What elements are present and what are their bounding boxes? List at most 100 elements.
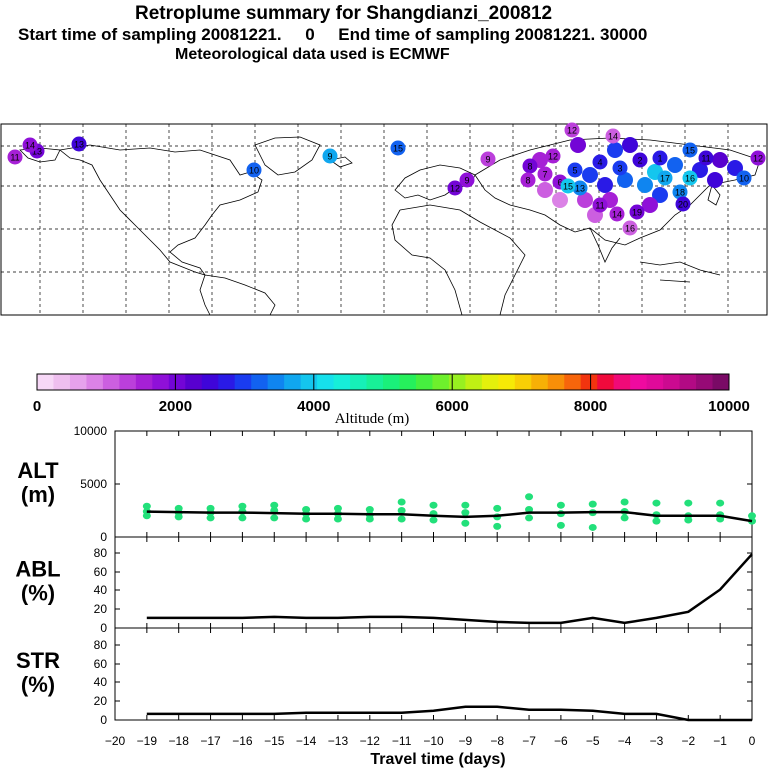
panel-frame — [114, 536, 753, 629]
retroplume-marker — [597, 177, 613, 193]
altitude-cluster-point — [429, 516, 438, 524]
colorbar-tick-label: 6000 — [436, 398, 469, 415]
x-tick-label: −5 — [586, 734, 600, 748]
retroplume-day-label: 1 — [657, 154, 662, 164]
panel-frame — [114, 627, 753, 721]
altitude-cluster-point — [588, 500, 597, 508]
retroplume-marker — [22, 137, 38, 153]
colorbar-swatch — [69, 374, 87, 390]
y-tick-label: 0 — [100, 530, 107, 544]
colorbar-swatch — [399, 374, 417, 390]
y-tick-label: 5000 — [80, 477, 107, 491]
retroplume-day-label: 20 — [678, 200, 688, 210]
retroplume-day-label: 13 — [575, 184, 585, 194]
x-tick-label: −16 — [232, 734, 253, 748]
y-tick-label: 0 — [100, 621, 107, 635]
retroplume-marker — [582, 167, 598, 183]
colorbar-swatch — [383, 374, 400, 390]
panel-ylabel: ALT — [17, 458, 59, 483]
retroplume-marker — [71, 136, 87, 152]
altitude-cluster-point — [684, 516, 693, 524]
colorbar-swatch — [366, 374, 384, 390]
panel-ylabel-unit: (m) — [21, 482, 55, 507]
retroplume-marker — [560, 178, 576, 194]
altitude-cluster-point — [142, 502, 151, 510]
y-tick-label: 40 — [94, 583, 108, 597]
panel-ylabel-unit: (%) — [21, 672, 55, 697]
colorbar-swatch — [564, 374, 582, 390]
series-line-str — [146, 705, 752, 722]
coastline-japan — [707, 184, 721, 206]
retroplume-day-label: 10 — [249, 166, 259, 176]
retroplume-day-label: 4 — [597, 158, 602, 168]
altitude-cluster-point — [556, 501, 565, 509]
retroplume-marker — [607, 142, 623, 158]
y-tick-label: 40 — [94, 675, 108, 689]
y-tick-label: 20 — [94, 602, 108, 616]
colorbar-swatch — [630, 374, 648, 390]
retroplume-day-label: 16 — [685, 174, 695, 184]
retroplume-marker — [520, 172, 536, 188]
x-tick-label: −11 — [392, 734, 412, 748]
x-tick-label: −6 — [554, 734, 568, 748]
coastline-india — [589, 227, 621, 263]
panel-ylabel: STR — [16, 648, 60, 673]
x-tick-label: −15 — [264, 734, 285, 748]
colorbar-tick-label: 10000 — [708, 398, 750, 415]
altitude-colorbar: 0 2000 4000 6000 8000 10000 Altitude (m) — [33, 373, 750, 427]
retroplume-marker — [605, 128, 621, 144]
retroplume-day-label: 12 — [567, 126, 577, 136]
retroplume-day-label: 15 — [685, 146, 695, 156]
coastline-north-america — [59, 144, 263, 276]
retroplume-day-label: 7 — [542, 170, 547, 180]
altitude-cluster-point — [652, 499, 661, 507]
y-tick-label: 0 — [100, 713, 107, 727]
retroplume-day-label: 14 — [25, 141, 35, 151]
retroplume-marker — [727, 160, 743, 176]
retroplume-day-label: 15 — [563, 182, 573, 192]
colorbar-swatch — [317, 374, 335, 390]
retroplume-marker — [577, 192, 593, 208]
colorbar-swatch — [679, 374, 697, 390]
retroplume-day-label: 12 — [450, 184, 460, 194]
retroplume-day-label: 8 — [525, 176, 530, 186]
altitude-cluster-point — [333, 515, 342, 523]
y-tick-label: 10000 — [74, 424, 108, 438]
altitude-cluster-point — [493, 522, 502, 530]
x-tick-label: −17 — [200, 734, 221, 748]
x-tick-label: −14 — [296, 734, 317, 748]
altitude-cluster-point — [270, 501, 279, 509]
retroplume-day-label: 14 — [612, 210, 622, 220]
colorbar-swatch — [152, 374, 170, 390]
retroplume-day-label: 8 — [527, 162, 532, 172]
colorbar-swatch — [597, 374, 615, 390]
altitude-cluster-point — [397, 515, 406, 523]
altitude-cluster-point — [365, 515, 374, 523]
retroplume-marker — [592, 154, 608, 170]
retroplume-marker — [572, 180, 588, 196]
coastline-south-america — [199, 274, 276, 316]
x-tick-label: 0 — [749, 734, 756, 748]
altitude-cluster-point — [652, 517, 661, 525]
altitude-cluster-point — [174, 513, 183, 521]
colorbar-swatch — [102, 374, 120, 390]
colorbar-swatch — [218, 374, 236, 390]
retroplume-day-label: 16 — [625, 224, 635, 234]
colorbar-swatch — [432, 374, 450, 390]
retroplume-day-label: 12 — [753, 154, 763, 164]
retroplume-marker — [712, 152, 728, 168]
coastline-iceland — [329, 156, 353, 168]
retroplume-marker — [652, 187, 668, 203]
y-tick-label: 60 — [94, 657, 108, 671]
coastline-africa — [391, 204, 526, 316]
colorbar-tick-label: 2000 — [159, 398, 192, 415]
retroplume-marker — [537, 166, 553, 182]
altitude-cluster-point — [333, 504, 342, 512]
x-tick-label: −19 — [137, 734, 158, 748]
x-tick-label: −2 — [681, 734, 695, 748]
retroplume-marker — [629, 204, 645, 220]
retroplume-marker — [632, 152, 648, 168]
retroplume-day-label: 9 — [485, 155, 490, 165]
